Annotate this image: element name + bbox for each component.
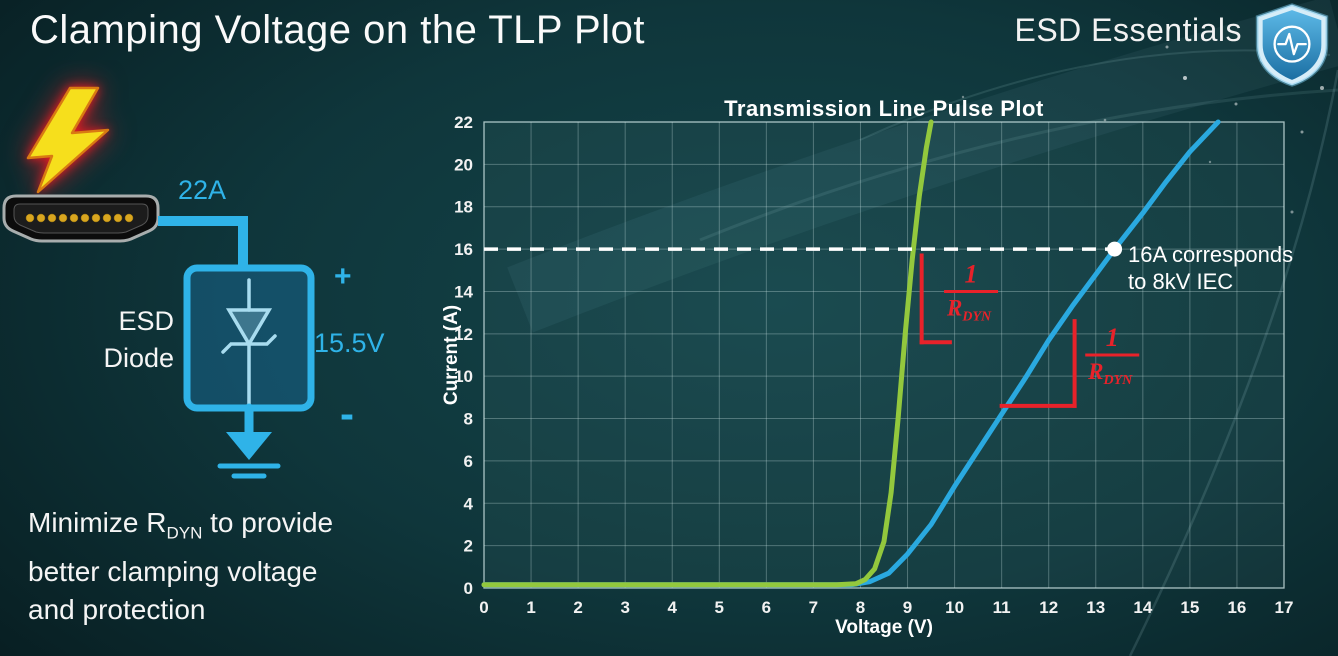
- green-curve: [481, 119, 934, 588]
- takeaway-caption: Minimize RDYN to provide better clamping…: [28, 504, 333, 629]
- x-tick-label: 14: [1133, 598, 1152, 617]
- x-tick-label: 10: [945, 598, 964, 617]
- rdyn-fraction: 1 RDYN: [1085, 323, 1140, 388]
- x-tick-label: 6: [762, 598, 771, 617]
- x-tick-label: 8: [856, 598, 865, 617]
- x-tick-label: 0: [479, 598, 488, 617]
- fraction-denominator: RDYN: [946, 295, 992, 324]
- y-tick-label: 22: [454, 113, 473, 132]
- device-label-line2: Diode: [103, 343, 174, 373]
- y-tick-label: 4: [464, 494, 474, 513]
- blue-curve: [481, 119, 1221, 588]
- surge-current-label: 22A: [178, 175, 226, 205]
- caption-line-3: and protection: [28, 593, 206, 625]
- y-tick-label: 0: [464, 579, 473, 598]
- fraction-numerator: 1: [965, 259, 978, 288]
- y-tick-label: 10: [454, 367, 473, 386]
- x-tick-label: 1: [526, 598, 535, 617]
- background-swoosh: [1128, 69, 1338, 656]
- caption-line1-sub: DYN: [166, 523, 203, 543]
- chart-title: Transmission Line Pulse Plot: [724, 96, 1044, 121]
- x-tick-label: 2: [573, 598, 582, 617]
- x-tick-label: 15: [1180, 598, 1199, 617]
- y-tick-label: 20: [454, 155, 473, 174]
- reference-point-label-line2: to 8kV IEC: [1128, 269, 1234, 294]
- caption-line-2: better clamping voltage: [28, 555, 318, 587]
- x-tick-label: 12: [1039, 598, 1058, 617]
- brand-name: ESD Essentials: [1014, 12, 1242, 48]
- pulse-icon: [1277, 32, 1307, 56]
- x-tick-label: 16: [1227, 598, 1246, 617]
- x-tick-label: 3: [620, 598, 629, 617]
- hdmi-connector-icon: [2, 194, 160, 243]
- fraction-denominator: RDYN: [1087, 359, 1133, 388]
- plot-frame: [483, 121, 1285, 589]
- clamp-voltage-label: 15.5V: [314, 328, 385, 358]
- y-tick-label: 12: [454, 325, 473, 344]
- y-tick-label: 16: [454, 240, 473, 259]
- x-axis-label: Voltage (V): [835, 617, 933, 638]
- x-tick-label: 9: [903, 598, 912, 617]
- ground-symbol-icon: [217, 403, 281, 479]
- x-tick-label: 4: [668, 598, 678, 617]
- reference-point-label: 16A corresponds to 8kV IEC: [1128, 241, 1293, 295]
- rdyn-fraction: 1 RDYN: [944, 259, 999, 324]
- y-tick-label: 14: [454, 282, 473, 301]
- caption-line-1: Minimize RDYN to provide: [28, 504, 333, 553]
- y-tick-label: 8: [464, 410, 473, 429]
- diode-symbol-icon: [221, 278, 277, 410]
- lightning-bolt-icon: [26, 86, 110, 194]
- caption-line1-post: to provide: [202, 507, 334, 538]
- caption-line1-pre: Minimize R: [28, 507, 167, 538]
- x-tick-label: 17: [1275, 598, 1294, 617]
- y-tick-label: 6: [464, 452, 473, 471]
- wire: [158, 216, 248, 270]
- fraction-numerator: 1: [1106, 323, 1119, 352]
- y-axis-label: Current (A): [441, 304, 462, 406]
- x-tick-label: 7: [809, 598, 818, 617]
- tlp-plot: 0 1 2 3 4 5 6 7 8 9 10 11 12 13 14 15 16 1702468101214161…: [454, 113, 1294, 617]
- polarity-minus-label: -: [340, 390, 354, 437]
- background-swoosh: [507, 0, 1338, 333]
- x-tick-label: 11: [993, 598, 1011, 617]
- reference-point-marker: [1107, 241, 1123, 257]
- polarity-plus-label: +: [334, 260, 352, 293]
- plot-area: [484, 122, 1284, 588]
- background-swoosh: [699, 88, 1338, 242]
- reference-point-label-line1: 16A corresponds: [1128, 242, 1294, 267]
- background-sparkles: [961, 45, 1324, 214]
- x-tick-label: 13: [1086, 598, 1105, 617]
- shield-logo-icon: [1255, 3, 1329, 87]
- page-title: Clamping Voltage on the TLP Plot: [30, 8, 645, 52]
- x-tick-label: 5: [715, 598, 724, 617]
- y-tick-label: 18: [454, 198, 473, 217]
- y-tick-label: 2: [464, 537, 473, 556]
- device-label-line1: ESD: [118, 306, 174, 336]
- esd-diagram: 22A ESD Diode + 15.5V -: [2, 86, 385, 479]
